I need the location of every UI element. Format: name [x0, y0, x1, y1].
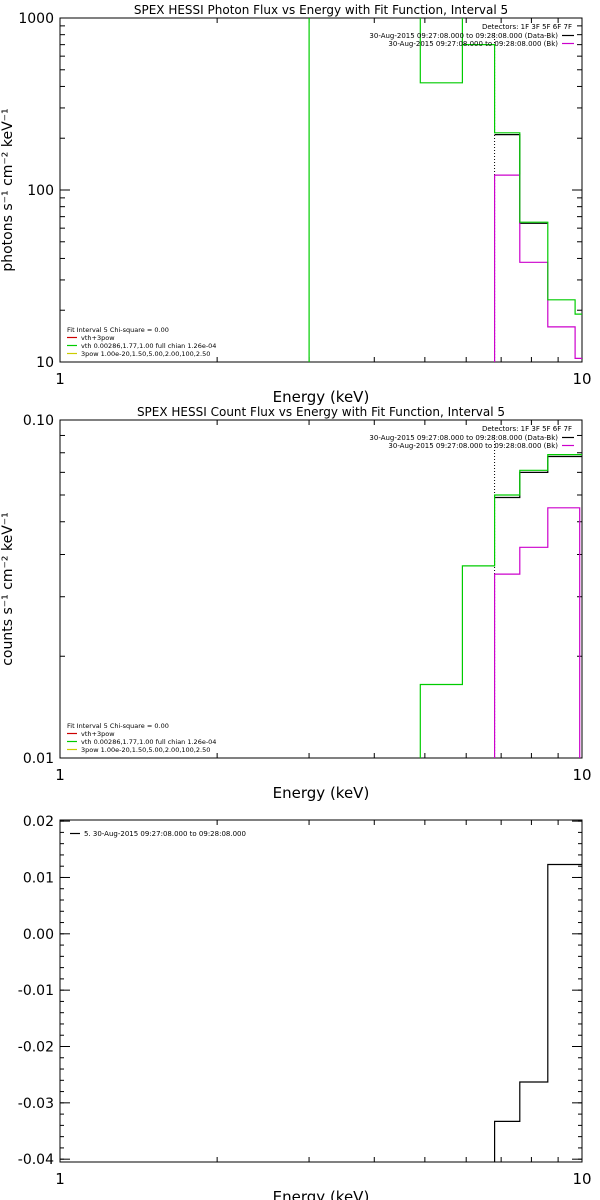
y-tick-label: -0.02 — [18, 1039, 54, 1055]
chart-panel-3: 1 10 0.02 0.01 0.00 -0.01 -0.02 -0.03 -0.04 Energ… — [18, 814, 592, 1200]
y-tick-label: 100 — [27, 183, 54, 199]
x-tick-label: 10 — [572, 1170, 591, 1188]
chart-title: SPEX HESSI Photon Flux vs Energy with Fi… — [134, 3, 508, 17]
detectors-label: Detectors: 1F 3F 5F 6F 7F — [482, 23, 572, 31]
x-tick-label: 1 — [55, 1170, 65, 1188]
fit-legend-text: vth 0.00286,1.77,1.00 full chian 1.26e-0… — [81, 342, 216, 350]
series-line-1 — [494, 134, 548, 224]
top-legend-text: 30-Aug-2015 09:27:08.000 to 09:28:08.000… — [369, 32, 558, 40]
x-tick-label: 10 — [572, 370, 591, 388]
y-tick-label: 0.01 — [23, 751, 54, 767]
x-tick-label: 1 — [55, 766, 65, 784]
chart-panel-2: 1 10 0.01 0.10 SPEX HESSI Count Flux vs Ener… — [0, 405, 592, 802]
fit-legend-text: Fit Interval 5 Chi-square = 0.00 — [67, 326, 169, 334]
series-line-3 — [419, 454, 582, 758]
y-tick-label: 10 — [36, 355, 54, 371]
top-legend-text: 30-Aug-2015 09:27:08.000 to 09:28:08.000… — [388, 40, 558, 48]
axis-frame — [59, 17, 583, 363]
y-tick-label: -0.01 — [18, 983, 54, 999]
series-line-2 — [494, 174, 582, 362]
y-tick-label: 1000 — [18, 11, 54, 27]
fit-legend-text: 3pow 1.00e-20,1.50,5.00,2.00,100,2.50 — [81, 746, 210, 754]
series-line-1 — [494, 863, 582, 1162]
x-tick-label: 10 — [572, 766, 591, 784]
x-axis-label: Energy (keV) — [273, 388, 370, 406]
fit-legend-text: Fit Interval 5 Chi-square = 0.00 — [67, 722, 169, 730]
fit-legend-text: 3pow 1.00e-20,1.50,5.00,2.00,100,2.50 — [81, 350, 210, 358]
y-tick-label: -0.04 — [18, 1152, 54, 1168]
fit-legend-text: vth+3pow — [81, 334, 115, 342]
top-legend-text: 30-Aug-2015 09:27:08.000 to 09:28:08.000… — [388, 442, 558, 450]
y-axis-label: counts s⁻¹ cm⁻² keV⁻¹ — [0, 512, 16, 666]
chart-title: SPEX HESSI Count Flux vs Energy with Fit… — [137, 405, 505, 419]
x-tick-label: 1 — [55, 370, 65, 388]
y-tick-label: -0.03 — [18, 1096, 54, 1112]
x-axis-label: Energy (keV) — [273, 1188, 370, 1200]
y-axis-label: photons s⁻¹ cm⁻² keV⁻¹ — [0, 108, 16, 271]
series-line-1 — [494, 455, 582, 499]
legend-text: 5. 30-Aug-2015 09:27:08.000 to 09:28:08.… — [84, 830, 246, 838]
fit-legend-text: vth+3pow — [81, 730, 115, 738]
fit-legend-text: vth 0.00286,1.77,1.00 full chian 1.26e-0… — [81, 738, 216, 746]
series-line-3 — [308, 18, 582, 362]
axis-frame — [59, 419, 583, 759]
axis-frame — [59, 819, 583, 1163]
x-axis-label: Energy (keV) — [273, 784, 370, 802]
y-tick-label: 0.01 — [23, 870, 54, 886]
y-tick-label: 0.02 — [23, 814, 54, 830]
detectors-label: Detectors: 1F 3F 5F 6F 7F — [482, 425, 572, 433]
top-legend-text: 30-Aug-2015 09:27:08.000 to 09:28:08.000… — [369, 434, 558, 442]
y-tick-label: 0.00 — [23, 927, 54, 943]
y-tick-label: 0.10 — [23, 413, 54, 429]
series-line-2 — [494, 507, 581, 758]
